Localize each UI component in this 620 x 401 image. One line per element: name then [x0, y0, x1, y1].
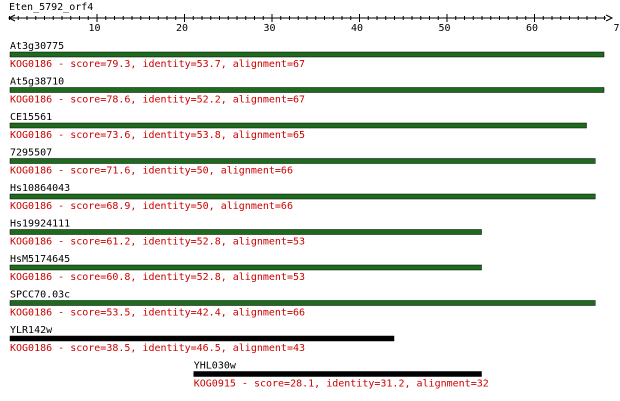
hit-alignment-bar [9, 264, 482, 271]
hit-name: Hs19924111 [10, 219, 70, 230]
query-title: Eten_5792_orf4 [9, 2, 93, 13]
axis-tick-label: 70 [613, 23, 620, 34]
hit-row: YLR142w KOG0186 - score=38.5, identity=46… [9, 325, 395, 354]
hit-name: At3g30775 [10, 41, 64, 52]
hit-row: SPCC70.03c KOG0186 - score=53.5, identity… [9, 290, 596, 319]
hit-name: YHL030w [194, 361, 237, 372]
sequence-axis: 10 20 30 40 50 60 70 [7, 14, 620, 34]
hit-annotation: KOG0186 - score=53.5, identity=42.4, ali… [10, 308, 305, 319]
hit-name: HsM5174645 [10, 254, 70, 265]
axis-tick-label: 60 [526, 23, 538, 34]
hit-alignment-bar [9, 193, 596, 200]
hit-annotation: KOG0186 - score=73.6, identity=53.8, ali… [10, 130, 305, 141]
axis-right-arrow [605, 14, 614, 22]
hit-alignment-bar [9, 335, 395, 342]
hit-list: At3g30775 KOG0186 - score=79.3, identity=… [9, 41, 605, 390]
hit-alignment-bar [9, 122, 587, 129]
hit-annotation: KOG0186 - score=68.9, identity=50, align… [10, 201, 293, 212]
hit-annotation: KOG0186 - score=79.3, identity=53.7, ali… [10, 59, 305, 70]
hit-alignment-bar [193, 371, 482, 377]
hit-alignment-bar [9, 300, 596, 306]
hit-row: At3g30775 KOG0186 - score=79.3, identity=… [9, 41, 605, 70]
hit-name: SPCC70.03c [10, 290, 70, 301]
hit-annotation: KOG0915 - score=28.1, identity=31.2, ali… [194, 379, 489, 390]
hit-row: HsM5174645 KOG0186 - score=60.8, identity… [9, 254, 482, 283]
hit-annotation: KOG0186 - score=60.8, identity=52.8, ali… [10, 272, 305, 283]
axis-tick-label: 40 [351, 23, 363, 34]
hit-row: CE15561 KOG0186 - score=73.6, identity=53… [9, 112, 587, 141]
axis-tick-label: 50 [438, 23, 450, 34]
hit-alignment-bar [9, 51, 605, 58]
hit-annotation: KOG0186 - score=71.6, identity=50, align… [10, 166, 293, 177]
hit-annotation: KOG0186 - score=38.5, identity=46.5, ali… [10, 343, 305, 354]
hit-row: At5g38710 KOG0186 - score=78.6, identity=… [9, 77, 605, 106]
hit-row: 7295507 KOG0186 - score=71.6, identity=50… [9, 148, 596, 177]
hit-alignment-bar [9, 229, 482, 235]
axis-tick-label: 30 [263, 23, 275, 34]
axis-tick-label: 10 [88, 23, 100, 34]
axis-tick-label: 20 [176, 23, 188, 34]
hit-name: CE15561 [10, 112, 52, 123]
hit-name: YLR142w [10, 325, 53, 336]
hit-alignment-bar [9, 87, 605, 93]
hit-name: 7295507 [10, 148, 52, 159]
hit-name: Hs10864043 [10, 183, 70, 194]
hit-annotation: KOG0186 - score=61.2, identity=52.8, ali… [10, 237, 305, 248]
hit-row: Hs19924111 KOG0186 - score=61.2, identity… [9, 219, 482, 248]
hit-alignment-bar [9, 158, 596, 164]
hit-row: YHL030w KOG0915 - score=28.1, identity=31… [193, 361, 489, 390]
hit-row: Hs10864043 KOG0186 - score=68.9, identity… [9, 183, 596, 212]
hit-annotation: KOG0186 - score=78.6, identity=52.2, ali… [10, 95, 305, 106]
axis-left-arrow [7, 14, 16, 22]
hit-name: At5g38710 [10, 77, 64, 88]
